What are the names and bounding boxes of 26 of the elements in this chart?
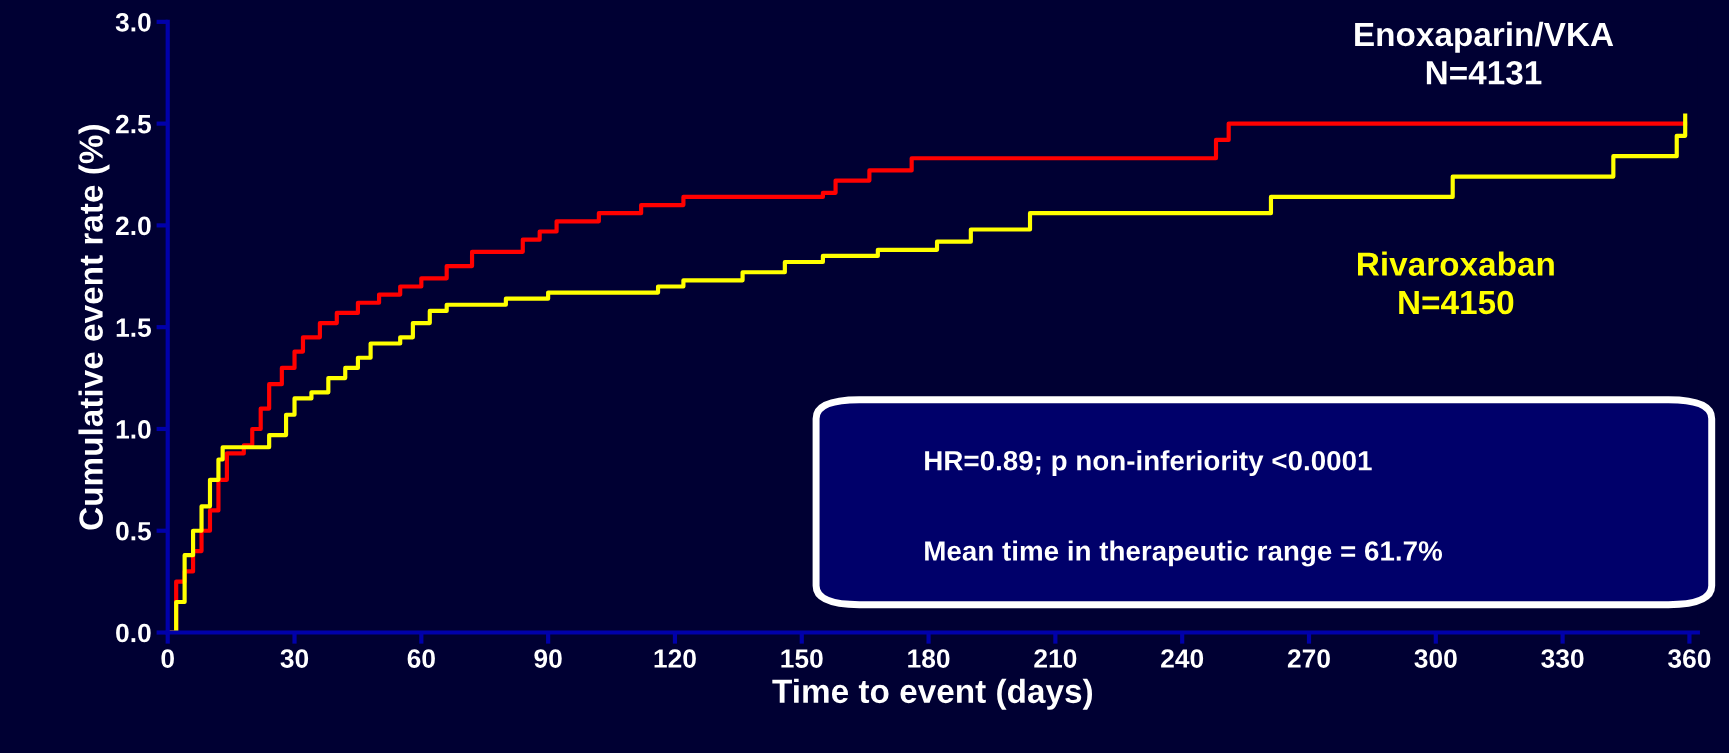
y-tick-label: 3.0 (115, 12, 151, 32)
x-axis-title: Time to event (days) (772, 678, 1093, 710)
y-tick-label: 2.5 (115, 114, 152, 134)
x-tick-label: 120 (654, 649, 696, 668)
x-tick-label: 240 (1161, 649, 1204, 668)
x-tick-label: 330 (1541, 649, 1584, 668)
y-tick-label: 0.5 (116, 521, 152, 541)
series-label: Enoxaparin/VKA N=4131 (1355, 21, 1614, 85)
x-tick-label: 90 (534, 649, 562, 668)
x-tick-label: 30 (280, 649, 309, 668)
x-tick-label: 360 (1668, 649, 1711, 668)
y-tick-label: 1.5 (116, 318, 152, 337)
y-tick-label: 1.0 (116, 420, 151, 439)
y-tick-label: 2.0 (115, 216, 151, 236)
annotation: Mean time in therapeutic range = 61.7% (925, 540, 1443, 567)
x-tick-label: 0 (161, 649, 174, 668)
x-tick-label: 180 (908, 649, 950, 668)
annotation: HR=0.89; p non-inferiority <0.0001 (925, 450, 1372, 477)
y-tick-label: 0.0 (116, 623, 151, 643)
x-tick-label: 300 (1414, 649, 1457, 668)
x-tick-label: 150 (781, 649, 823, 668)
series-label: Rivaroxaban N=4150 (1358, 251, 1554, 315)
x-tick-label: 60 (407, 649, 435, 668)
x-tick-label: 210 (1034, 649, 1077, 668)
y-axis-title: Cumulative event rate (%) (78, 125, 110, 530)
x-tick-label: 270 (1287, 649, 1330, 668)
